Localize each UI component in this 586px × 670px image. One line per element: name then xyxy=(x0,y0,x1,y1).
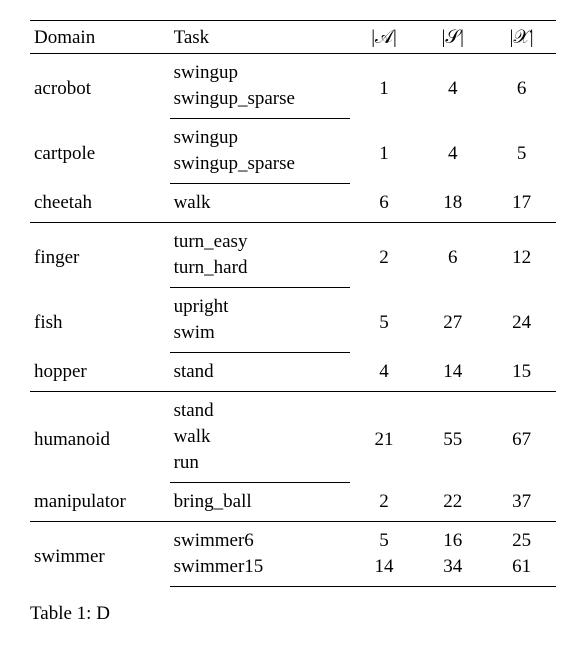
task-cell: swimmer6 xyxy=(170,522,350,555)
domain-cell: finger xyxy=(30,223,170,288)
x-cell: 37 xyxy=(487,483,556,522)
s-cell: 27 xyxy=(418,288,487,353)
a-cell: 2 xyxy=(350,223,419,288)
task-cell: swingup xyxy=(170,119,350,152)
x-cell: 61 xyxy=(487,554,556,587)
caption-text: Table 1: D xyxy=(30,603,110,624)
task-cell: stand xyxy=(170,392,350,425)
s-cell: 18 xyxy=(418,184,487,223)
task-cell: swingup_sparse xyxy=(170,151,350,184)
domain-cell: fish xyxy=(30,288,170,353)
s-cell: 14 xyxy=(418,353,487,392)
a-cell: 2 xyxy=(350,483,419,522)
table-row: cheetahwalk61817 xyxy=(30,184,556,223)
x-cell: 24 xyxy=(487,288,556,353)
header-s: |𝒮| xyxy=(418,21,487,54)
task-cell: turn_easy xyxy=(170,223,350,256)
task-cell: swim xyxy=(170,320,350,353)
domain-cell: manipulator xyxy=(30,483,170,522)
header-domain: Domain xyxy=(30,21,170,54)
table-row: cartpoleswingup145 xyxy=(30,119,556,152)
domain-cell: acrobot xyxy=(30,54,170,119)
x-cell: 17 xyxy=(487,184,556,223)
s-cell: 55 xyxy=(418,392,487,483)
task-cell: stand xyxy=(170,353,350,392)
a-cell: 5 xyxy=(350,522,419,555)
table-row: swimmerswimmer651625 xyxy=(30,522,556,555)
a-cell: 5 xyxy=(350,288,419,353)
table-row: fishupright52724 xyxy=(30,288,556,321)
table-caption: Table 1: D xyxy=(30,603,556,625)
task-cell: run xyxy=(170,450,350,483)
task-cell: turn_hard xyxy=(170,255,350,288)
task-cell: bring_ball xyxy=(170,483,350,522)
header-row: Domain Task |𝒜| |𝒮| |𝒳| xyxy=(30,21,556,54)
domain-cell: hopper xyxy=(30,353,170,392)
x-cell: 67 xyxy=(487,392,556,483)
a-cell: 14 xyxy=(350,554,419,587)
s-cell: 6 xyxy=(418,223,487,288)
table-row: hopperstand41415 xyxy=(30,353,556,392)
domain-cell: cheetah xyxy=(30,184,170,223)
a-cell: 1 xyxy=(350,119,419,184)
table-row: humanoidstand215567 xyxy=(30,392,556,425)
task-cell: upright xyxy=(170,288,350,321)
s-cell: 22 xyxy=(418,483,487,522)
a-cell: 1 xyxy=(350,54,419,119)
domain-cell: cartpole xyxy=(30,119,170,184)
table-row: manipulatorbring_ball22237 xyxy=(30,483,556,522)
s-cell: 4 xyxy=(418,119,487,184)
x-cell: 25 xyxy=(487,522,556,555)
task-cell: swimmer15 xyxy=(170,554,350,587)
table-body: acrobotswingup146swingup_sparsecartpoles… xyxy=(30,54,556,587)
a-cell: 21 xyxy=(350,392,419,483)
domain-cell: swimmer xyxy=(30,522,170,587)
s-cell: 4 xyxy=(418,54,487,119)
task-cell: swingup xyxy=(170,54,350,87)
header-task: Task xyxy=(170,21,350,54)
domain-task-table: Domain Task |𝒜| |𝒮| |𝒳| acrobotswingup14… xyxy=(30,20,556,587)
header-x: |𝒳| xyxy=(487,21,556,54)
x-cell: 12 xyxy=(487,223,556,288)
task-cell: walk xyxy=(170,184,350,223)
table-row: fingerturn_easy2612 xyxy=(30,223,556,256)
x-cell: 5 xyxy=(487,119,556,184)
x-cell: 6 xyxy=(487,54,556,119)
header-a: |𝒜| xyxy=(350,21,419,54)
s-cell: 34 xyxy=(418,554,487,587)
a-cell: 4 xyxy=(350,353,419,392)
task-cell: walk xyxy=(170,424,350,450)
x-cell: 15 xyxy=(487,353,556,392)
s-cell: 16 xyxy=(418,522,487,555)
a-cell: 6 xyxy=(350,184,419,223)
table-row: acrobotswingup146 xyxy=(30,54,556,87)
domain-cell: humanoid xyxy=(30,392,170,483)
task-cell: swingup_sparse xyxy=(170,86,350,119)
